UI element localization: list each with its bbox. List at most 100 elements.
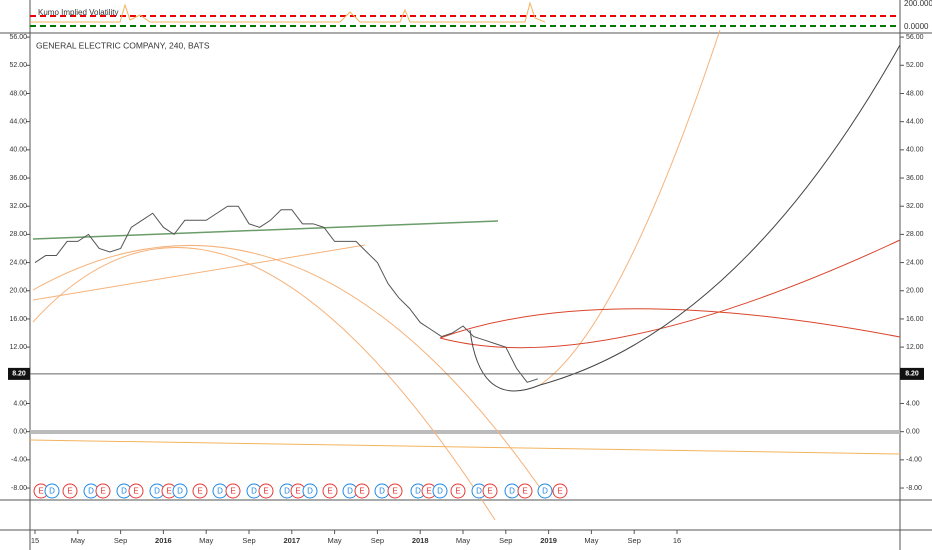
event-marker xyxy=(537,483,553,499)
arc xyxy=(439,239,901,349)
event-marker xyxy=(225,483,241,499)
last-price-box xyxy=(8,367,30,380)
event-label: D xyxy=(437,487,443,496)
price-line xyxy=(34,205,539,383)
y-tick-label: -8.00 xyxy=(906,485,922,492)
arc xyxy=(539,29,721,386)
event-label: E xyxy=(166,487,171,496)
y-tick-label: 24.00 xyxy=(9,259,27,266)
event-label: D xyxy=(251,487,257,496)
indicator-tick: 0.0000 xyxy=(904,22,929,31)
x-tick-label: 2016 xyxy=(155,536,172,545)
event-label: E xyxy=(487,487,492,496)
y-tick-label: 12.00 xyxy=(9,344,27,351)
event-marker xyxy=(95,483,111,499)
y-tick-label: 44.00 xyxy=(906,119,924,126)
event-label: E xyxy=(263,487,268,496)
event-marker xyxy=(517,483,533,499)
x-tick-label: Sep xyxy=(371,536,384,545)
y-tick-label: 36.00 xyxy=(9,175,27,182)
event-label: E xyxy=(197,487,202,496)
indicator-title: Kumo Implied Volatility xyxy=(38,8,118,17)
x-tick-label: May xyxy=(71,536,85,545)
x-tick-label: May xyxy=(199,536,213,545)
y-tick-label: 56.00 xyxy=(906,34,924,41)
event-marker xyxy=(482,483,498,499)
trend-line xyxy=(32,244,366,301)
event-marker xyxy=(450,483,466,499)
x-tick-label: May xyxy=(584,536,598,545)
event-marker xyxy=(432,483,448,499)
x-tick-label: Sep xyxy=(242,536,255,545)
arc xyxy=(439,308,901,339)
event-label: D xyxy=(88,487,94,496)
event-label: E xyxy=(38,487,43,496)
event-label: E xyxy=(522,487,527,496)
y-tick-label: 28.00 xyxy=(9,231,27,238)
indicator-tick: 200.0000 xyxy=(904,0,932,8)
x-tick-label: 2019 xyxy=(540,536,557,545)
y-tick-label: 0.00 xyxy=(906,429,920,436)
event-marker xyxy=(354,483,370,499)
arc xyxy=(469,44,901,392)
y-tick-label: 20.00 xyxy=(9,288,27,295)
last-price-box xyxy=(900,367,924,380)
y-tick-label: 12.00 xyxy=(906,344,924,351)
y-tick-label: 32.00 xyxy=(906,203,924,210)
event-label: D xyxy=(509,487,515,496)
event-label: D xyxy=(49,487,55,496)
event-label: E xyxy=(327,487,332,496)
y-tick-label: 20.00 xyxy=(906,288,924,295)
y-tick-label: -8.00 xyxy=(11,485,27,492)
event-label: E xyxy=(100,487,105,496)
y-tick-label: 52.00 xyxy=(906,62,924,69)
x-tick-label: 15 xyxy=(31,536,39,545)
x-tick-label: May xyxy=(456,536,470,545)
y-tick-label: 0.00 xyxy=(13,429,27,436)
y-tick-label: -4.00 xyxy=(906,457,922,464)
arc xyxy=(32,247,496,521)
y-tick-label: 16.00 xyxy=(9,316,27,323)
arc xyxy=(32,245,546,496)
y-tick-label: 4.00 xyxy=(13,400,27,407)
y-tick-label: 40.00 xyxy=(906,147,924,154)
trend-line xyxy=(29,439,901,455)
event-label: D xyxy=(379,487,385,496)
event-label: D xyxy=(217,487,223,496)
event-label: D xyxy=(542,487,548,496)
last-price-label: 8.20 xyxy=(12,371,26,378)
y-tick-label: 32.00 xyxy=(9,203,27,210)
x-tick-label: Sep xyxy=(628,536,641,545)
y-tick-label: 28.00 xyxy=(906,231,924,238)
event-label: E xyxy=(67,487,72,496)
x-tick-label: Sep xyxy=(114,536,127,545)
event-label: E xyxy=(455,487,460,496)
event-marker xyxy=(552,483,568,499)
y-tick-label: 24.00 xyxy=(906,259,924,266)
event-marker xyxy=(387,483,403,499)
y-tick-label: 36.00 xyxy=(906,175,924,182)
event-label: D xyxy=(476,487,482,496)
y-tick-label: -4.00 xyxy=(11,457,27,464)
event-label: D xyxy=(121,487,127,496)
y-tick-label: 44.00 xyxy=(9,119,27,126)
event-marker xyxy=(322,483,338,499)
last-price-label: 8.20 xyxy=(905,371,919,378)
event-label: E xyxy=(133,487,138,496)
event-label: D xyxy=(347,487,353,496)
x-tick-label: 16 xyxy=(673,536,681,545)
event-label: E xyxy=(426,487,431,496)
y-tick-label: 4.00 xyxy=(906,400,920,407)
event-marker xyxy=(302,483,318,499)
x-tick-label: Sep xyxy=(499,536,512,545)
indicator-line xyxy=(30,1,546,23)
event-marker xyxy=(128,483,144,499)
event-label: D xyxy=(307,487,313,496)
y-tick-label: 16.00 xyxy=(906,316,924,323)
event-label: E xyxy=(557,487,562,496)
event-marker xyxy=(192,483,208,499)
event-marker xyxy=(172,483,188,499)
event-label: D xyxy=(177,487,183,496)
